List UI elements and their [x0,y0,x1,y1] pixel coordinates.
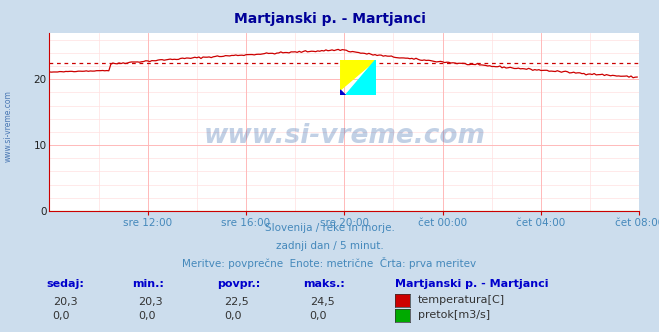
Text: pretok[m3/s]: pretok[m3/s] [418,310,490,320]
Text: Meritve: povprečne  Enote: metrične  Črta: prva meritev: Meritve: povprečne Enote: metrične Črta:… [183,257,476,269]
Text: Martjanski p. - Martjanci: Martjanski p. - Martjanci [233,12,426,26]
Text: 20,3: 20,3 [53,297,77,307]
Text: 22,5: 22,5 [224,297,249,307]
Text: 24,5: 24,5 [310,297,335,307]
Text: sedaj:: sedaj: [46,279,84,289]
Text: 20,3: 20,3 [138,297,163,307]
Text: Martjanski p. - Martjanci: Martjanski p. - Martjanci [395,279,549,289]
Polygon shape [340,60,376,90]
Text: temperatura[C]: temperatura[C] [418,295,505,305]
Text: maks.:: maks.: [303,279,345,289]
Polygon shape [340,90,345,95]
Text: 0,0: 0,0 [53,311,71,321]
Text: 0,0: 0,0 [224,311,242,321]
Text: www.si-vreme.com: www.si-vreme.com [3,90,13,162]
Text: 0,0: 0,0 [310,311,328,321]
Text: min.:: min.: [132,279,163,289]
Text: Slovenija / reke in morje.: Slovenija / reke in morje. [264,223,395,233]
Text: zadnji dan / 5 minut.: zadnji dan / 5 minut. [275,241,384,251]
Polygon shape [345,60,376,95]
Text: www.si-vreme.com: www.si-vreme.com [204,123,485,149]
Text: 0,0: 0,0 [138,311,156,321]
Text: povpr.:: povpr.: [217,279,261,289]
